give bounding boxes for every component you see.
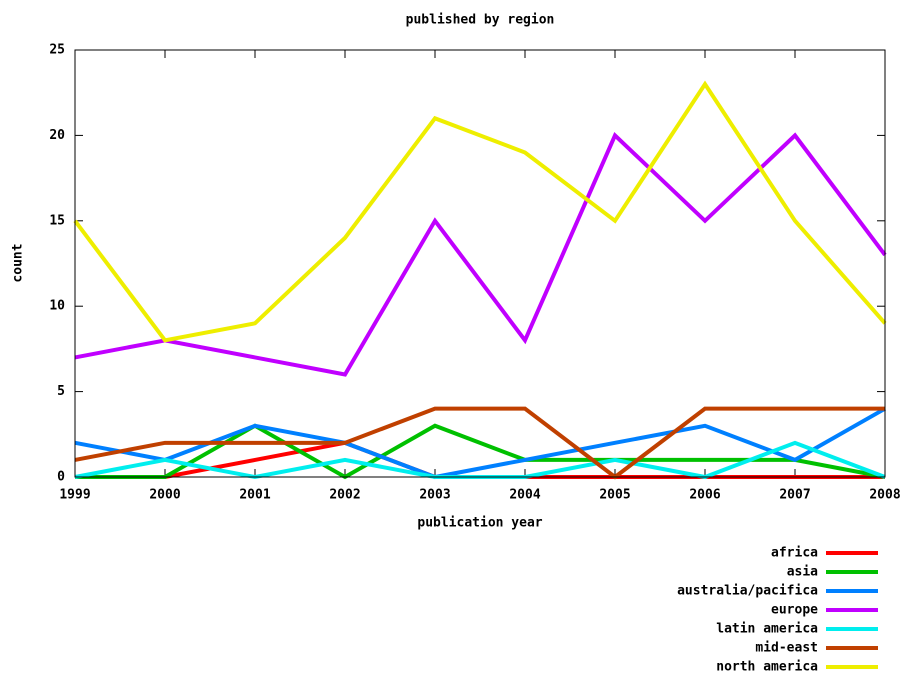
x-tick-label: 2002 <box>329 488 360 503</box>
x-tick-label: 2005 <box>599 488 630 503</box>
x-tick-label: 2000 <box>149 488 180 503</box>
legend-label: asia <box>787 565 818 580</box>
x-tick-label: 2004 <box>509 488 540 503</box>
y-tick-label: 25 <box>49 43 65 58</box>
legend-label: latin america <box>716 622 818 637</box>
series-line <box>74 131 887 377</box>
series-line <box>74 406 885 480</box>
y-tick-label: 20 <box>49 128 65 143</box>
y-tick-label: 10 <box>49 299 65 314</box>
x-tick-label: 2003 <box>419 488 450 503</box>
x-tick-label: 1999 <box>59 488 90 503</box>
y-tick-label: 0 <box>57 470 65 485</box>
y-tick-label: 15 <box>49 213 65 228</box>
plot-border <box>74 49 886 478</box>
legend-label: australia/pacifica <box>677 584 818 599</box>
legend-label: mid-east <box>755 641 818 656</box>
x-tick-label: 2007 <box>779 488 810 503</box>
chart-title: published by region <box>406 13 555 28</box>
x-tick-label: 2008 <box>869 488 900 503</box>
legend-label: europe <box>771 603 818 618</box>
legend-label: africa <box>771 546 818 561</box>
y-axis-label: count <box>11 243 26 282</box>
series-line <box>73 80 887 343</box>
legend-label: north america <box>716 660 818 675</box>
x-axis-label: publication year <box>417 516 542 531</box>
y-tick-label: 5 <box>57 384 65 399</box>
x-tick-label: 2001 <box>239 488 270 503</box>
x-tick-label: 2006 <box>689 488 720 503</box>
